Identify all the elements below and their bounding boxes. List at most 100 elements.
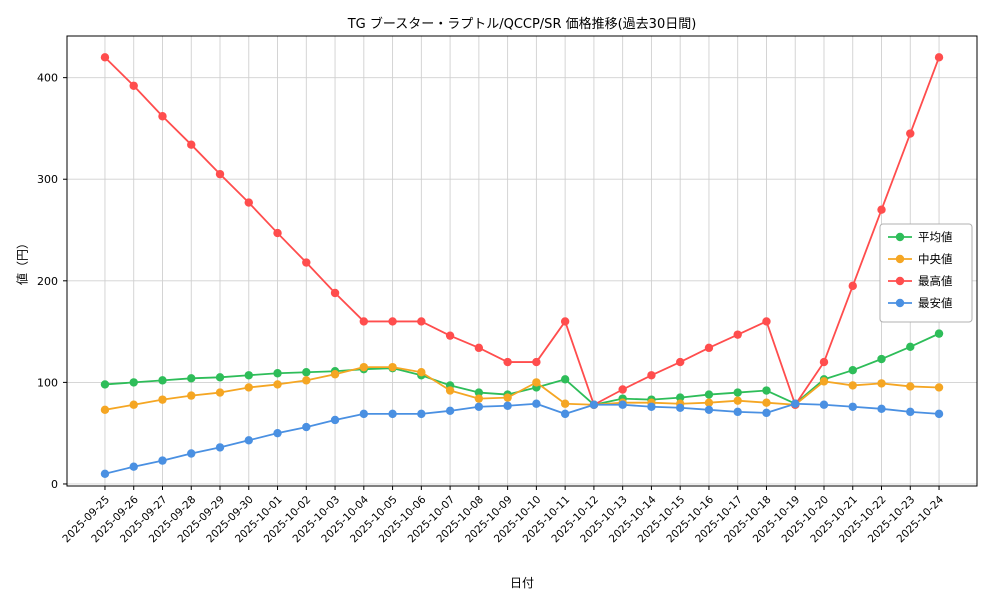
marker-min xyxy=(100,469,110,479)
marker-median xyxy=(388,362,397,372)
marker-median xyxy=(906,382,915,391)
marker-max xyxy=(158,112,167,121)
marker-max xyxy=(330,288,340,298)
series-line-min xyxy=(104,402,940,475)
marker-max xyxy=(474,343,484,353)
plot-border xyxy=(66,35,978,487)
marker-max xyxy=(215,169,225,179)
marker-median xyxy=(733,396,742,405)
legend-marker-min xyxy=(895,298,905,308)
marker-min xyxy=(791,399,800,408)
series-line-max xyxy=(104,56,940,406)
series-line-median xyxy=(104,366,940,411)
marker-max xyxy=(359,317,369,326)
marker-min xyxy=(675,403,685,412)
marker-max xyxy=(503,357,512,367)
marker-min xyxy=(302,422,311,432)
marker-average xyxy=(704,390,714,399)
marker-max xyxy=(417,317,426,326)
marker-min xyxy=(877,404,886,413)
marker-min xyxy=(417,409,426,419)
marker-median xyxy=(100,405,110,415)
marker-min xyxy=(359,409,369,419)
marker-min xyxy=(934,409,944,419)
marker-median xyxy=(215,388,225,397)
marker-median xyxy=(445,386,455,395)
marker-median xyxy=(158,395,167,404)
series-line-average xyxy=(104,332,940,406)
marker-min xyxy=(129,462,138,471)
legend-label-min: 最安値 xyxy=(918,296,953,310)
marker-average xyxy=(244,371,253,380)
legend-marker-median xyxy=(895,254,905,264)
marker-min xyxy=(560,409,570,419)
marker-min xyxy=(532,399,541,408)
marker-min xyxy=(906,407,915,417)
marker-average xyxy=(733,388,742,397)
marker-median xyxy=(302,376,311,385)
marker-max xyxy=(618,385,627,394)
chart-title: TG ブースター・ラプトル/QCCP/SR 価格推移(過去30日間) xyxy=(347,17,697,32)
marker-min xyxy=(215,443,225,452)
marker-min xyxy=(762,408,771,418)
marker-median xyxy=(187,391,196,400)
marker-max xyxy=(647,371,656,380)
marker-max xyxy=(273,228,282,238)
marker-average xyxy=(302,368,311,377)
marker-median xyxy=(359,362,369,372)
marker-max xyxy=(244,198,253,207)
marker-average xyxy=(158,376,167,385)
marker-min xyxy=(388,409,397,419)
marker-max xyxy=(819,357,829,367)
marker-average xyxy=(129,378,138,387)
marker-max xyxy=(877,205,886,214)
marker-median xyxy=(848,381,857,390)
marker-average xyxy=(675,393,685,402)
marker-min xyxy=(503,401,512,410)
marker-min xyxy=(474,402,484,411)
y-tick-label: 300 xyxy=(37,173,58,186)
marker-average xyxy=(187,374,196,383)
marker-max xyxy=(934,53,944,62)
marker-max xyxy=(187,140,196,149)
marker-min xyxy=(704,405,714,415)
marker-max xyxy=(302,258,311,267)
x-axis-label: 日付 xyxy=(509,576,534,590)
marker-median xyxy=(819,377,829,386)
legend-label-max: 最高値 xyxy=(918,274,953,288)
y-axis-label: 値（円） xyxy=(15,236,30,286)
marker-min xyxy=(158,456,167,465)
y-tick-label: 400 xyxy=(37,72,58,85)
marker-max xyxy=(560,317,570,326)
marker-average xyxy=(934,329,944,338)
marker-min xyxy=(848,402,857,411)
marker-median xyxy=(474,394,484,403)
marker-average xyxy=(877,354,886,364)
marker-median xyxy=(503,393,512,402)
marker-max xyxy=(848,281,857,291)
marker-max xyxy=(388,317,397,326)
marker-median xyxy=(934,383,944,392)
marker-min xyxy=(589,400,599,409)
marker-min xyxy=(618,400,627,409)
marker-median xyxy=(560,399,570,408)
marker-average xyxy=(848,365,857,375)
marker-min xyxy=(445,406,455,416)
marker-median xyxy=(417,368,426,377)
marker-median xyxy=(244,383,253,392)
marker-max xyxy=(100,53,110,62)
marker-min xyxy=(819,400,829,409)
marker-min xyxy=(733,407,742,417)
marker-max xyxy=(129,81,138,90)
marker-max xyxy=(445,331,455,340)
marker-median xyxy=(704,398,714,407)
marker-average xyxy=(560,375,570,384)
marker-min xyxy=(273,428,282,438)
legend-label-median: 中央値 xyxy=(918,252,953,266)
marker-min xyxy=(647,402,656,411)
legend-marker-average xyxy=(895,232,905,242)
marker-average xyxy=(273,369,282,378)
marker-median xyxy=(273,380,282,389)
legend-label-average: 平均値 xyxy=(918,230,953,244)
